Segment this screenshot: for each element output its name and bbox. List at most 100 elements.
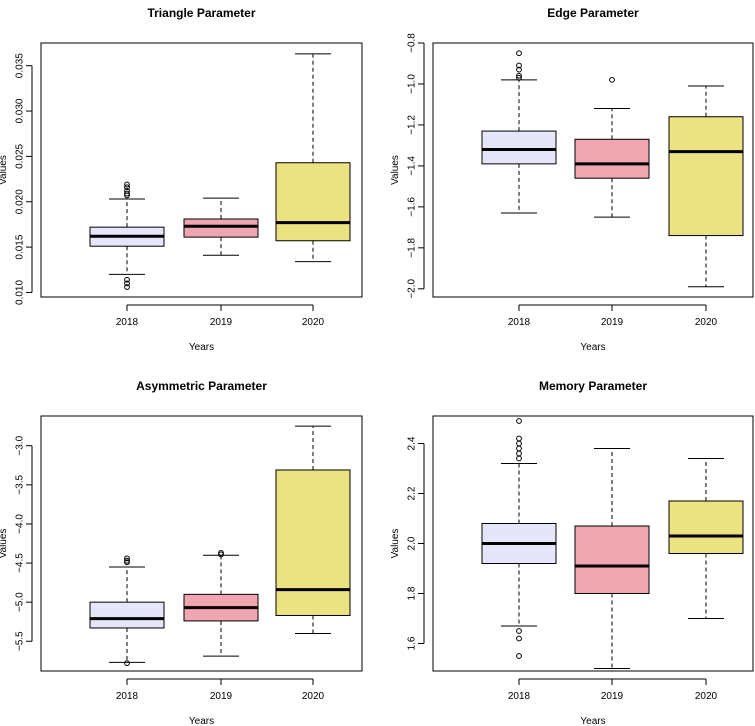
outlier-point xyxy=(124,284,130,290)
chart-title: Asymmetric Parameter xyxy=(136,379,267,393)
outlier-point xyxy=(516,50,522,57)
chart-panel-1: Edge Parameter −2.0 −1.8 −1.6 −1.4 −1.2 −1.0 −0… xyxy=(390,6,754,353)
y-tick-label: −1.8 xyxy=(407,238,418,258)
y-tick-label: −1.0 xyxy=(407,74,418,94)
y-tick-label: −1.4 xyxy=(407,156,418,176)
y-tick-label: −4.5 xyxy=(15,553,26,573)
chart-panel-2: Asymmetric Parameter −5.5 −5.0 −4.5 −4.0 −3.5… xyxy=(0,379,363,726)
y-tick-label: −5.5 xyxy=(15,631,26,651)
y-tick-label: 0.035 xyxy=(15,53,26,78)
box-2018 xyxy=(89,181,165,290)
x-tick-label: 2018 xyxy=(116,691,139,702)
y-tick-label: −2.0 xyxy=(407,279,418,299)
box-2018 xyxy=(481,50,557,214)
box-2019 xyxy=(183,549,259,657)
x-tick-label: 2020 xyxy=(695,317,718,328)
iqr-box xyxy=(668,116,744,237)
y-tick-label: −4.0 xyxy=(15,514,26,534)
box-2019 xyxy=(574,76,650,218)
x-axis-label: Years xyxy=(189,342,214,353)
x-axis-label: Years xyxy=(189,716,214,726)
outlier-point xyxy=(124,555,130,562)
outlier-point xyxy=(124,192,130,199)
outlier-point xyxy=(516,418,522,424)
iqr-box xyxy=(668,500,744,554)
iqr-box xyxy=(574,138,650,179)
chart-panel-3: Memory Parameter 1.6 1.8 2.0 2.2 2.4 Values 201… xyxy=(390,379,754,726)
box-2018 xyxy=(481,418,557,659)
y-axis-label: Values xyxy=(0,529,9,559)
y-tick-label: 0.020 xyxy=(15,189,26,214)
outlier-point xyxy=(516,72,522,79)
plot-frame xyxy=(40,415,363,672)
y-tick-label: 1.8 xyxy=(407,586,418,600)
box-2020 xyxy=(275,53,351,263)
x-axis-label: Years xyxy=(580,716,605,726)
x-tick-label: 2019 xyxy=(210,317,233,328)
plot-frame xyxy=(432,42,754,298)
x-tick-label: 2020 xyxy=(302,317,325,328)
outlier-point xyxy=(124,184,130,191)
plot-frame xyxy=(432,415,754,672)
box-2020 xyxy=(668,85,744,288)
outlier-point xyxy=(516,635,522,642)
y-tick-label: 2.4 xyxy=(407,436,418,450)
y-tick-label: 2.2 xyxy=(407,486,418,500)
iqr-box xyxy=(574,525,650,594)
x-tick-label: 2019 xyxy=(601,317,624,328)
y-tick-label: 0.010 xyxy=(15,280,26,305)
x-axis-label: Years xyxy=(580,342,605,353)
chart-panel-0: Triangle Parameter 0.010 0.015 0.020 0.025 0.… xyxy=(0,6,363,353)
x-tick-label: 2018 xyxy=(508,691,531,702)
y-tick-label: −1.2 xyxy=(407,115,418,135)
y-tick-label: −5.0 xyxy=(15,592,26,612)
y-tick-label: −3.5 xyxy=(15,475,26,495)
y-axis-label: Values xyxy=(390,529,401,559)
outlier-point xyxy=(516,440,522,447)
outlier-point xyxy=(124,660,130,667)
outlier-point xyxy=(124,559,130,566)
x-tick-label: 2018 xyxy=(508,317,531,328)
y-tick-label: −3.0 xyxy=(15,435,26,455)
x-tick-label: 2019 xyxy=(601,691,624,702)
x-tick-label: 2019 xyxy=(210,691,233,702)
y-tick-label: 0.030 xyxy=(15,98,26,123)
outlier-point xyxy=(516,66,522,73)
outlier-point xyxy=(609,76,615,83)
chart-title: Edge Parameter xyxy=(547,6,639,20)
chart-title: Triangle Parameter xyxy=(147,6,255,20)
iqr-box xyxy=(275,469,351,616)
outlier-point xyxy=(218,551,224,558)
y-tick-label: 1.6 xyxy=(407,636,418,650)
x-tick-label: 2020 xyxy=(302,691,325,702)
x-tick-label: 2020 xyxy=(695,691,718,702)
outlier-point xyxy=(124,181,130,188)
outlier-point xyxy=(516,653,522,659)
y-tick-label: −1.6 xyxy=(407,197,418,217)
x-tick-label: 2018 xyxy=(116,317,139,328)
iqr-box xyxy=(183,218,259,238)
box-2019 xyxy=(574,448,650,669)
y-axis-label: Values xyxy=(390,155,401,185)
y-tick-label: 2.0 xyxy=(407,536,418,550)
box-2020 xyxy=(275,425,351,634)
box-2019 xyxy=(183,197,259,256)
outlier-point xyxy=(516,62,522,69)
box-2018 xyxy=(89,555,165,667)
outlier-point xyxy=(516,628,522,634)
outlier-point xyxy=(516,445,522,452)
outlier-point xyxy=(516,74,522,81)
y-axis-label: Values xyxy=(0,155,9,185)
box-2020 xyxy=(668,458,744,619)
outlier-point xyxy=(516,455,522,462)
outlier-point xyxy=(516,450,522,457)
iqr-box xyxy=(481,130,557,165)
iqr-box xyxy=(275,162,351,242)
chart-title: Memory Parameter xyxy=(539,379,647,393)
plot-frame xyxy=(40,42,363,298)
y-tick-label: 0.025 xyxy=(15,143,26,168)
y-tick-label: 0.015 xyxy=(15,234,26,259)
outlier-point xyxy=(124,280,130,287)
iqr-box xyxy=(89,601,165,629)
